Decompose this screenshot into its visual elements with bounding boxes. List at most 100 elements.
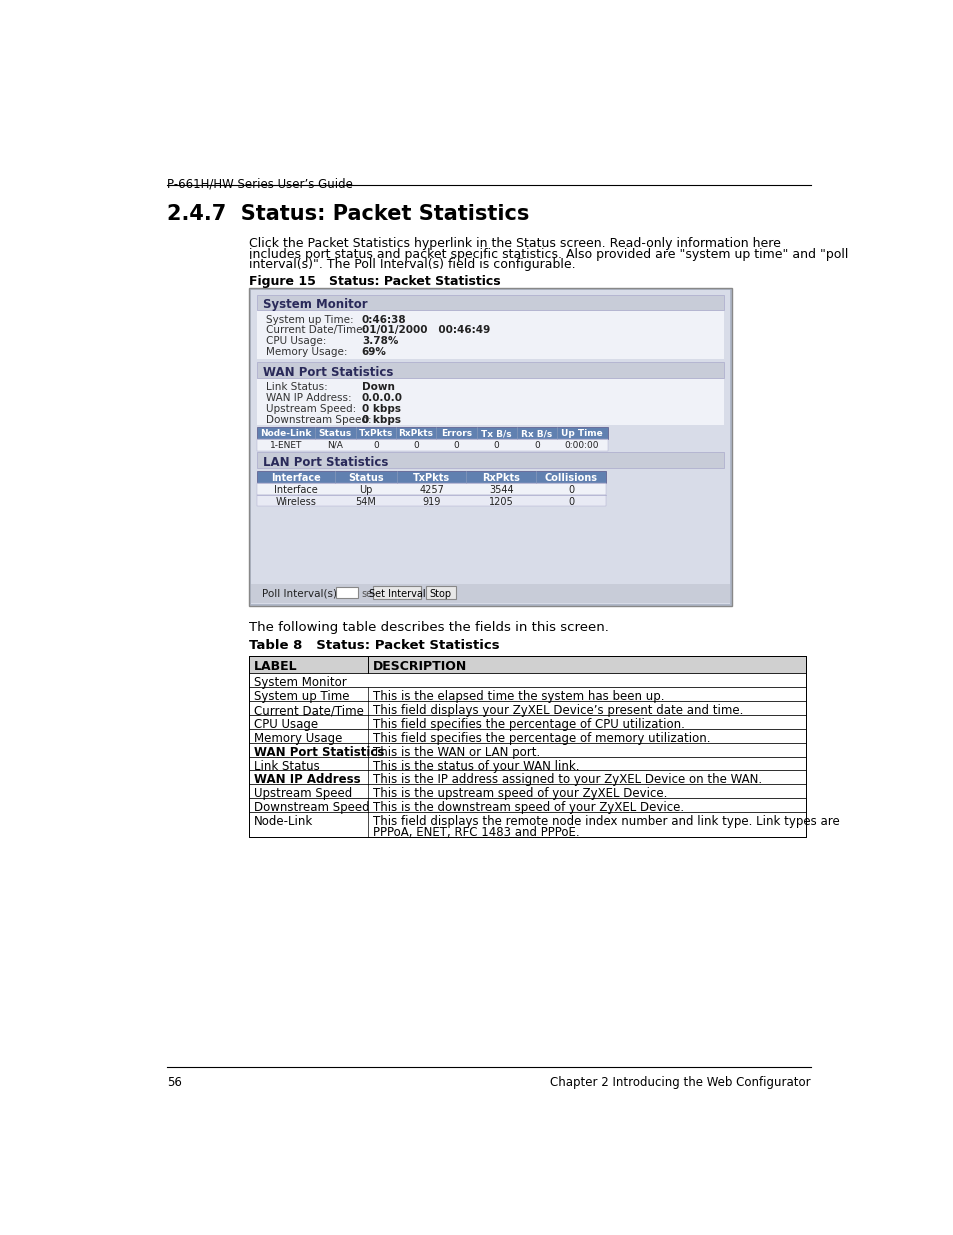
Text: DESCRIPTION: DESCRIPTION: [373, 661, 466, 673]
Text: 69%: 69%: [361, 347, 386, 357]
Text: Wireless: Wireless: [275, 496, 316, 508]
Text: Upstream Speed: Upstream Speed: [253, 787, 352, 800]
Text: Up: Up: [358, 485, 372, 495]
Text: WAN IP Address: WAN IP Address: [253, 773, 360, 787]
Text: Downstream Speed:: Downstream Speed:: [266, 415, 372, 425]
Text: WAN Port Statistics: WAN Port Statistics: [263, 366, 394, 379]
Text: Stop: Stop: [430, 589, 452, 599]
Text: Link Status: Link Status: [253, 760, 319, 773]
Text: Downstream Speed: Downstream Speed: [253, 802, 370, 814]
Text: 919: 919: [422, 496, 440, 508]
Text: 1-ENET: 1-ENET: [270, 441, 302, 450]
Text: 0: 0: [567, 485, 574, 495]
Bar: [257, 379, 723, 425]
Text: 1205: 1205: [489, 496, 513, 508]
Bar: [257, 294, 723, 310]
Text: This field displays your ZyXEL Device’s present date and time.: This field displays your ZyXEL Device’s …: [373, 704, 742, 718]
Text: 0 kbps: 0 kbps: [361, 415, 400, 425]
Text: System Monitor: System Monitor: [263, 299, 368, 311]
Text: 0: 0: [494, 441, 499, 450]
Text: System Monitor: System Monitor: [253, 677, 347, 689]
Text: 0:46:38: 0:46:38: [361, 315, 406, 325]
Text: Memory Usage: Memory Usage: [253, 732, 342, 745]
Bar: [257, 495, 605, 506]
Text: TxPkts: TxPkts: [358, 430, 393, 438]
Text: Tx B/s: Tx B/s: [481, 430, 512, 438]
Text: Upstream Speed:: Upstream Speed:: [266, 404, 356, 414]
Bar: [257, 427, 607, 440]
Text: interval(s)". The Poll Interval(s) field is configurable.: interval(s)". The Poll Interval(s) field…: [249, 258, 576, 272]
Text: 4257: 4257: [418, 485, 443, 495]
Text: 54M: 54M: [355, 496, 375, 508]
Text: Node-Link: Node-Link: [253, 815, 313, 827]
Bar: [249, 811, 805, 836]
Text: 2.4.7  Status: Packet Statistics: 2.4.7 Status: Packet Statistics: [167, 204, 529, 224]
Text: LABEL: LABEL: [253, 661, 297, 673]
Text: RxPkts: RxPkts: [482, 473, 519, 483]
Bar: [249, 784, 805, 798]
Text: This is the IP address assigned to your ZyXEL Device on the WAN.: This is the IP address assigned to your …: [373, 773, 761, 787]
Bar: [249, 673, 805, 687]
Text: sec: sec: [360, 589, 377, 599]
Bar: [257, 452, 723, 468]
Text: Up Time: Up Time: [560, 430, 602, 438]
Bar: [251, 290, 729, 604]
Bar: [249, 757, 805, 771]
Text: Figure 15   Status: Packet Statistics: Figure 15 Status: Packet Statistics: [249, 275, 500, 288]
Text: System up Time: System up Time: [253, 690, 349, 703]
Bar: [249, 742, 805, 757]
Text: RxPkts: RxPkts: [398, 430, 433, 438]
Text: 3544: 3544: [489, 485, 513, 495]
Text: CPU Usage:: CPU Usage:: [266, 336, 327, 346]
Text: Memory Usage:: Memory Usage:: [266, 347, 348, 357]
Text: 0:00:00: 0:00:00: [564, 441, 598, 450]
Bar: [249, 715, 805, 729]
Text: Current Date/Time:: Current Date/Time:: [266, 325, 366, 335]
Text: N/A: N/A: [327, 441, 343, 450]
Text: This field specifies the percentage of memory utilization.: This field specifies the percentage of m…: [373, 732, 709, 745]
Text: TxPkts: TxPkts: [413, 473, 450, 483]
Text: 0: 0: [567, 496, 574, 508]
Text: Table 8   Status: Packet Statistics: Table 8 Status: Packet Statistics: [249, 640, 499, 652]
Text: Status: Status: [318, 430, 352, 438]
Bar: [249, 656, 805, 836]
Text: WAN Port Statistics: WAN Port Statistics: [253, 746, 384, 758]
Bar: [249, 687, 805, 701]
Text: Set Interval: Set Interval: [369, 589, 425, 599]
Bar: [373, 587, 421, 599]
Text: WAN IP Address:: WAN IP Address:: [266, 393, 352, 403]
Text: This is the elapsed time the system has been up.: This is the elapsed time the system has …: [373, 690, 663, 703]
Text: Errors: Errors: [440, 430, 472, 438]
Text: 0 kbps: 0 kbps: [361, 404, 400, 414]
Text: The following table describes the fields in this screen.: The following table describes the fields…: [249, 621, 609, 634]
Text: Click the Packet Statistics hyperlink in the Status screen. Read-only informatio: Click the Packet Statistics hyperlink in…: [249, 237, 781, 249]
Text: This is the WAN or LAN port.: This is the WAN or LAN port.: [373, 746, 539, 758]
Text: Current Date/Time: Current Date/Time: [253, 704, 364, 718]
Text: 0: 0: [453, 441, 458, 450]
Bar: [249, 701, 805, 715]
Text: includes port status and packet specific statistics. Also provided are "system u: includes port status and packet specific…: [249, 247, 848, 261]
Text: Down: Down: [361, 383, 395, 393]
Text: CPU Usage: CPU Usage: [253, 718, 318, 731]
Text: P-661H/HW Series User’s Guide: P-661H/HW Series User’s Guide: [167, 178, 353, 190]
Bar: [335, 587, 357, 598]
Text: 3.78%: 3.78%: [361, 336, 397, 346]
Text: 0: 0: [413, 441, 418, 450]
Text: This is the status of your WAN link.: This is the status of your WAN link.: [373, 760, 578, 773]
Text: 0.0.0.0: 0.0.0.0: [361, 393, 402, 403]
Bar: [249, 729, 805, 742]
Text: Rx B/s: Rx B/s: [520, 430, 552, 438]
Text: System up Time:: System up Time:: [266, 315, 354, 325]
Bar: [249, 288, 731, 605]
Bar: [251, 584, 729, 603]
Bar: [257, 311, 723, 359]
Text: Interface: Interface: [274, 485, 317, 495]
Text: 0: 0: [534, 441, 539, 450]
Text: Poll Interval(s) :: Poll Interval(s) :: [261, 589, 343, 599]
Bar: [257, 483, 605, 495]
Text: This field displays the remote node index number and link type. Link types are: This field displays the remote node inde…: [373, 815, 839, 827]
Text: Interface: Interface: [271, 473, 320, 483]
Text: LAN Port Statistics: LAN Port Statistics: [263, 456, 389, 469]
Text: 01/01/2000   00:46:49: 01/01/2000 00:46:49: [361, 325, 490, 335]
Bar: [257, 471, 605, 483]
